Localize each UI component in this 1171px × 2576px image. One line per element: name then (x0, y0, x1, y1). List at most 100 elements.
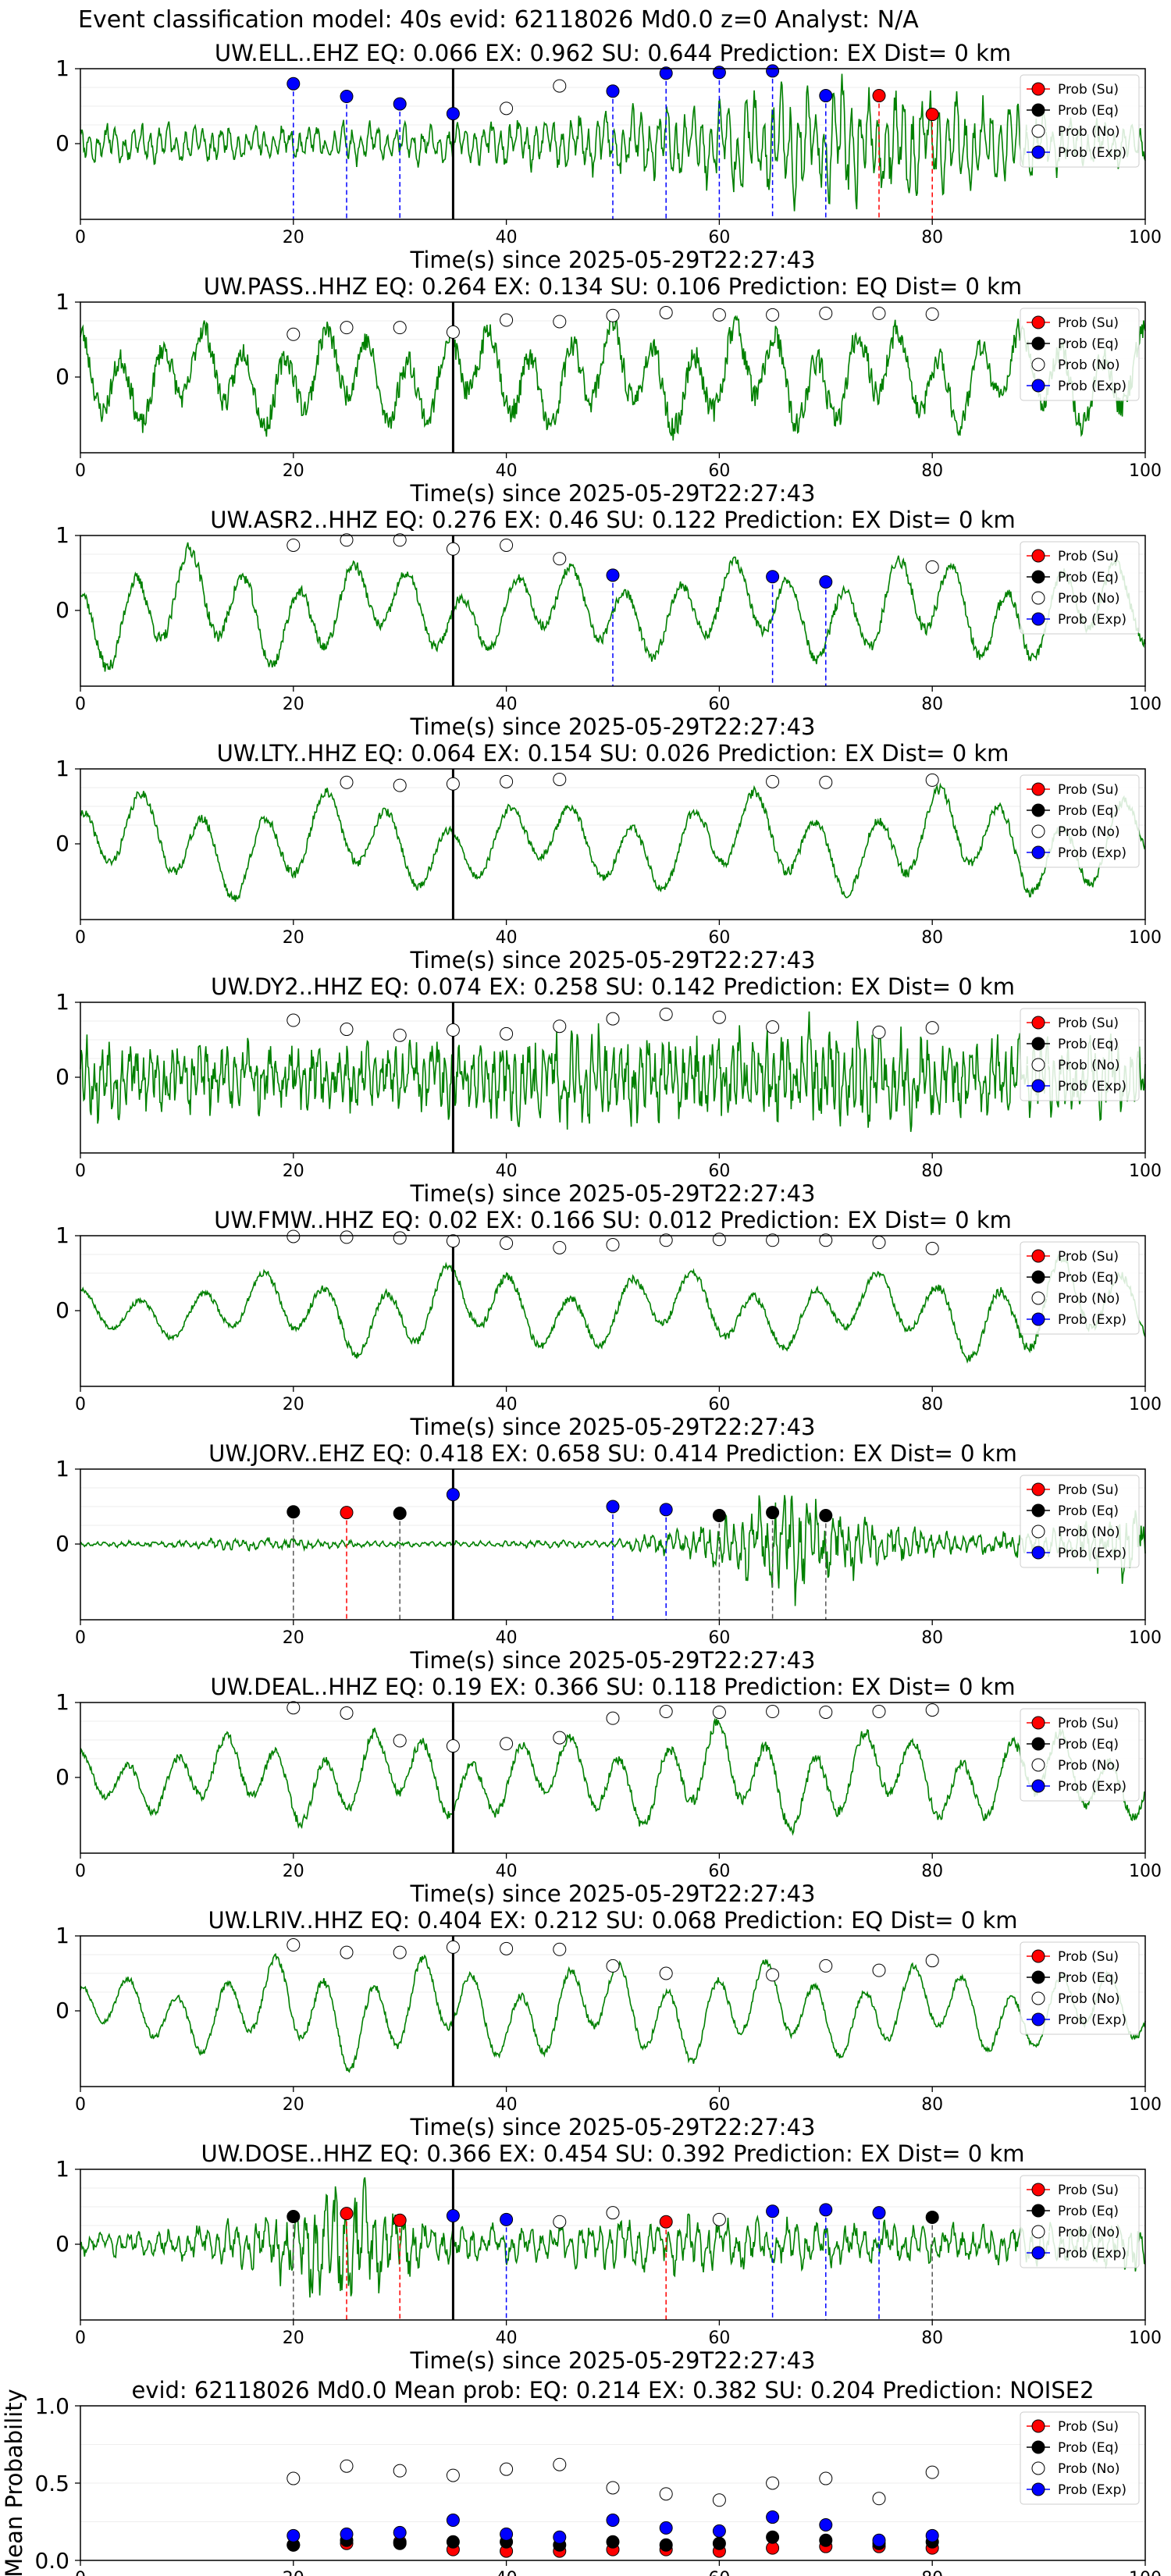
mean-marker-no (872, 2492, 886, 2506)
legend-marker-exp (1031, 145, 1045, 159)
legend-label-su: Prob (Su) (1058, 782, 1119, 798)
x-tick-label: 20 (283, 1162, 304, 1181)
prob-marker-no (872, 306, 886, 320)
legend-marker-no (1031, 1991, 1045, 2005)
x-tick-label: 40 (496, 2095, 518, 2115)
x-tick-label: 80 (921, 1628, 943, 1648)
prob-marker-eq (766, 1506, 780, 1520)
prob-marker-no (287, 538, 301, 552)
prob-marker-no (553, 1942, 567, 1956)
legend-marker-eq (1031, 336, 1045, 350)
waveform-trace (80, 542, 1146, 672)
legend-label-no: Prob (No) (1058, 2225, 1120, 2240)
mean-marker-eq (446, 2535, 460, 2549)
prob-marker-no (712, 1233, 726, 1247)
prob-marker-no (340, 1023, 354, 1037)
prob-marker-no (553, 1731, 567, 1745)
x-tick-label: 80 (921, 2569, 943, 2576)
x-tick-label: 60 (708, 1395, 730, 1414)
prob-marker-no (606, 1238, 620, 1252)
station-panel-3: UW.ASR2..HHZ EQ: 0.276 EX: 0.46 SU: 0.12… (55, 507, 1162, 740)
prob-marker-no (500, 313, 514, 327)
legend-label-su: Prob (Su) (1058, 1016, 1119, 1031)
prob-marker-no (553, 1019, 567, 1034)
x-tick-label: 80 (921, 2095, 943, 2115)
legend-marker-exp (1031, 1546, 1045, 1560)
legend-box (1020, 2175, 1140, 2268)
mean-marker-no (659, 2487, 673, 2501)
prob-marker-no (606, 2206, 620, 2220)
prob-marker-exp (340, 90, 354, 104)
x-tick-label: 20 (283, 461, 304, 481)
y-tick-label: 0 (55, 2231, 69, 2257)
legend-label-exp: Prob (Exp) (1058, 1312, 1127, 1328)
x-tick-label: 0 (75, 1628, 86, 1648)
x-tick-label: 100 (1129, 2569, 1162, 2576)
legend-marker-exp (1031, 2246, 1045, 2260)
mean-marker-eq (766, 2530, 780, 2544)
prob-marker-exp (819, 89, 833, 103)
prob-marker-no (872, 1963, 886, 1977)
prob-marker-no (393, 321, 407, 335)
legend-label-eq: Prob (Eq) (1058, 336, 1119, 352)
legend-marker-su (1031, 82, 1045, 96)
prob-marker-no (446, 542, 460, 556)
station-panel-7: UW.JORV..EHZ EQ: 0.418 EX: 0.658 SU: 0.4… (55, 1440, 1162, 1674)
prob-marker-no (500, 1941, 514, 1955)
prob-marker-no (872, 1705, 886, 1719)
prob-marker-no (393, 533, 407, 547)
mean-marker-exp (659, 2521, 673, 2535)
legend-marker-exp (1031, 1312, 1045, 1326)
legend-marker-su (1031, 1716, 1045, 1730)
legend-marker-eq (1031, 803, 1045, 817)
prob-marker-exp (659, 1503, 673, 1517)
prob-marker-no (500, 1737, 514, 1751)
legend-label-su: Prob (Su) (1058, 2183, 1119, 2198)
prob-marker-no (287, 1701, 301, 1715)
mean-marker-no (925, 2465, 939, 2479)
y-tick-label: 0 (55, 364, 69, 390)
prob-marker-no (659, 1705, 673, 1719)
plot-area (80, 769, 1145, 920)
prob-marker-su (872, 89, 886, 103)
prob-marker-no (340, 775, 354, 789)
y-tick-label: 1 (55, 55, 69, 81)
legend-box (1020, 541, 1140, 635)
legend-marker-eq (1031, 1503, 1045, 1517)
mean-marker-no (340, 2459, 354, 2473)
legend-marker-no (1031, 1525, 1045, 1539)
legend-marker-exp (1031, 379, 1045, 393)
x-tick-label: 40 (496, 1395, 518, 1414)
prob-marker-no (446, 1739, 460, 1753)
mean-marker-exp (340, 2527, 354, 2541)
legend-label-no: Prob (No) (1058, 1525, 1120, 1540)
x-tick-label: 80 (921, 1862, 943, 1881)
mean-marker-no (712, 2493, 726, 2507)
legend-marker-no (1031, 2225, 1045, 2239)
prob-marker-exp (606, 568, 620, 582)
station-panel-1: UW.ELL..EHZ EQ: 0.066 EX: 0.962 SU: 0.64… (55, 40, 1162, 273)
legend-box (1020, 774, 1140, 868)
legend-marker-no (1031, 358, 1045, 372)
x-axis-label: Time(s) since 2025-05-29T22:27:43 (410, 1180, 816, 1207)
legend-marker-su (1031, 315, 1045, 329)
x-tick-label: 40 (496, 228, 518, 247)
legend-marker-su (1031, 1016, 1045, 1030)
prob-marker-no (393, 1028, 407, 1042)
prob-marker-no (446, 777, 460, 791)
x-tick-label: 60 (708, 1162, 730, 1181)
legend-box (1020, 1475, 1140, 1568)
prob-marker-no (819, 1705, 833, 1719)
prob-marker-no (659, 305, 673, 319)
legend-marker-eq (1031, 1270, 1045, 1284)
panel-title: UW.FMW..HHZ EQ: 0.02 EX: 0.166 SU: 0.012… (214, 1207, 1012, 1233)
x-axis-label: Time(s) since 2025-05-29T22:27:43 (410, 1647, 816, 1674)
y-axis-label: Mean Probability (1, 2389, 27, 2576)
x-tick-label: 20 (283, 228, 304, 247)
waveform-trace (80, 1011, 1146, 1133)
prob-marker-no (287, 1229, 301, 1244)
legend-marker-eq (1031, 103, 1045, 117)
y-tick-label: 0 (55, 1064, 69, 1090)
mean-marker-no (553, 2457, 567, 2471)
